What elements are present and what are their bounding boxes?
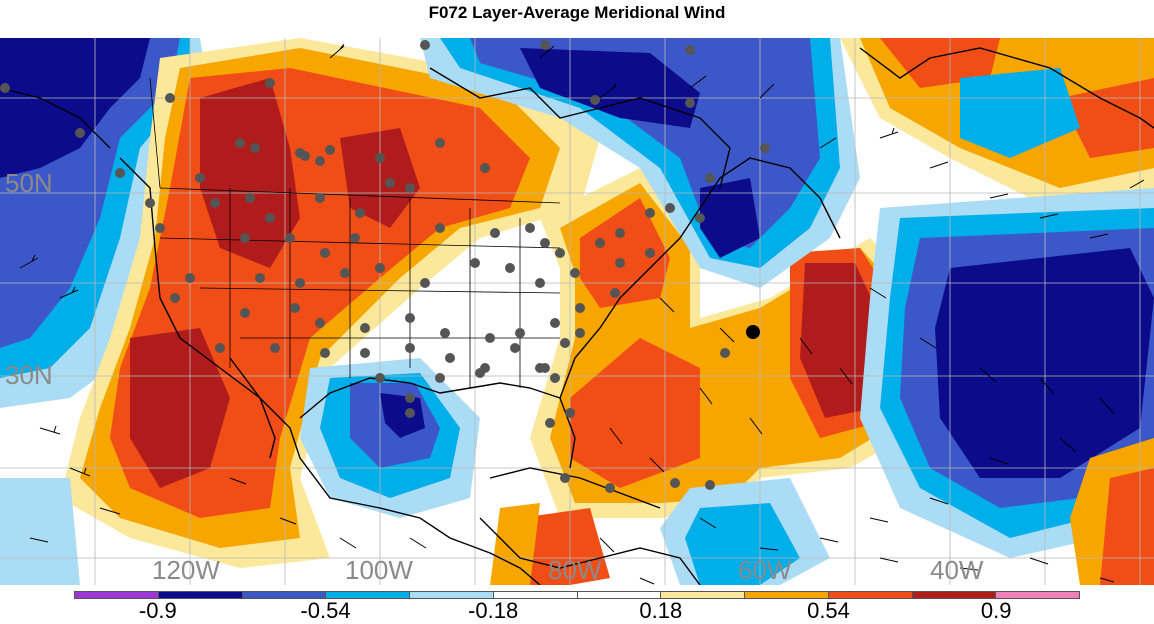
station-dots [0, 40, 770, 493]
colorbar-segment [828, 592, 913, 598]
coastline-pacific [119, 157, 541, 585]
wind-barbs [19, 43, 1145, 585]
coastline-hudson [429, 67, 731, 189]
contour-canada-navy [520, 48, 700, 128]
colorbar-tick-label: -0.9 [138, 598, 177, 623]
coastline-baja [229, 357, 276, 459]
lat-label-50n: 50N [5, 168, 53, 198]
contour-canada-navy-2 [700, 178, 760, 258]
highlighted-station [746, 325, 760, 339]
lon-label-80w: 80W [548, 555, 602, 585]
lon-label-120w: 120W [152, 555, 220, 585]
contour-atlantic-red-1 [580, 198, 670, 308]
contour-west-darkred-s [130, 328, 230, 488]
colorbar-tick-label: 0.54 [807, 598, 850, 623]
colorbar-segment [326, 592, 410, 598]
colorbar-tick-label: 0.9 [980, 598, 1012, 623]
state-borders [149, 77, 561, 388]
map-title: F072 Layer-Average Meridional Wind [428, 3, 726, 22]
contour-central-am-orange [490, 503, 540, 585]
lon-label-100w: 100W [345, 555, 413, 585]
colorbar-segment [410, 592, 494, 598]
contour-greenland-blue [960, 68, 1080, 158]
colorbar-segment [577, 592, 662, 598]
lat-label-30n: 30N [5, 360, 53, 390]
colorbar-segment [242, 592, 327, 598]
contour-central-am-red [520, 508, 610, 585]
lon-label-40w: 40W [930, 555, 984, 585]
contour-atlantic-red-3 [570, 338, 700, 488]
colorbar-tick-label: 0.18 [639, 598, 683, 623]
colorbar-segment [158, 592, 243, 598]
map-canvas [0, 38, 1154, 585]
contour-carib-cyan [685, 503, 800, 585]
colorbar-segment [996, 592, 1079, 598]
contour-pacific-navy [0, 38, 150, 178]
colorbar-tick-label: -0.18 [468, 598, 519, 623]
contour-sw-light-blue [0, 478, 80, 585]
coastlines [0, 47, 1154, 585]
colorbar-segment [912, 592, 997, 598]
coastline-alaska [0, 87, 111, 149]
graticule [0, 38, 1154, 585]
coastline-greenland [859, 47, 1154, 129]
lon-label-60w: 60W [738, 555, 792, 585]
colorbar-segment [661, 592, 745, 598]
contour-se-red [1100, 468, 1154, 585]
colorbar-tick-label: -0.54 [300, 598, 351, 623]
colorbar [74, 591, 1080, 599]
contour-gulf-navy [380, 393, 425, 438]
coastline-cuba [489, 467, 661, 509]
coastline-central-am [479, 517, 701, 585]
colorbar-segment [75, 592, 159, 598]
coastline-atlantic [559, 157, 841, 399]
contour-west-darkred-n [200, 78, 300, 268]
colorbar-segment [745, 592, 829, 598]
wind-map: 50N 30N 120W 100W 80W 60W 40W [0, 38, 1154, 585]
contour-east-navy [935, 248, 1154, 478]
colorbar-segment [493, 592, 578, 598]
